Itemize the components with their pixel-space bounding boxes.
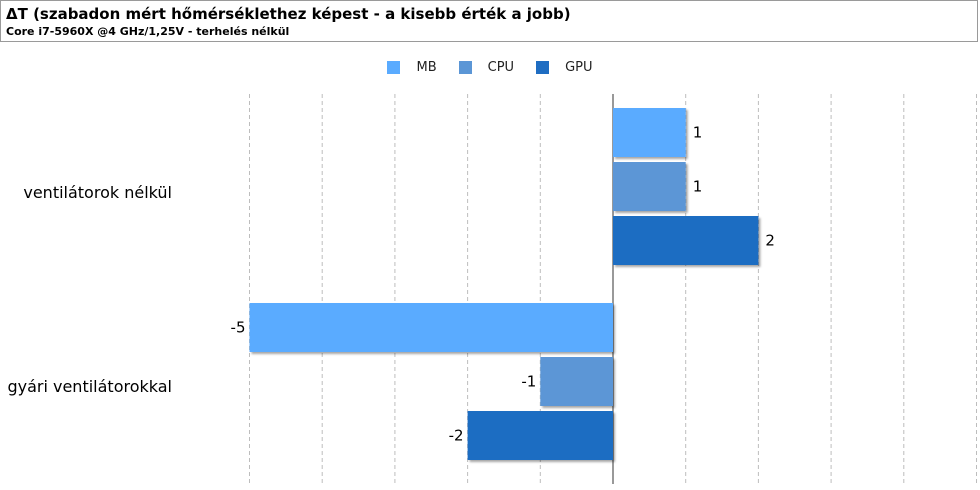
legend-swatch-gpu [536, 60, 550, 74]
labels: ventilátorok nélkül 1 1 2 gyári ventilátorok… [7, 124, 774, 445]
legend: MB CPU GPU [0, 58, 980, 76]
bars [249, 108, 759, 460]
legend-item-gpu: GPU [536, 59, 593, 75]
legend-swatch-mb [387, 60, 401, 74]
category-label: gyári ventilátorokkal [7, 377, 172, 396]
legend-label-gpu: GPU [565, 59, 593, 75]
legend-label-cpu: CPU [487, 59, 515, 75]
category-label: ventilátorok nélkül [23, 183, 172, 202]
legend-item-mb: MB [387, 59, 437, 75]
bar-gpu [613, 216, 759, 265]
data-label: -1 [521, 373, 536, 391]
bar-mb [249, 303, 613, 352]
legend-swatch-cpu [458, 60, 472, 74]
data-label: -2 [449, 427, 464, 445]
data-label: 2 [765, 232, 775, 250]
bar-cpu [613, 162, 686, 211]
data-label: 1 [693, 178, 703, 196]
bar-mb [613, 108, 686, 157]
legend-label-mb: MB [416, 59, 437, 75]
data-label: -5 [231, 319, 246, 337]
chart-subtitle: Core i7-5960X @4 GHz/1,25V - terhelés né… [6, 25, 290, 38]
chart-title: ΔT (szabadon mért hőmérséklethez képest … [6, 5, 571, 23]
chart-title-box: ΔT (szabadon mért hőmérséklethez képest … [0, 0, 978, 42]
legend-item-cpu: CPU [458, 59, 515, 75]
data-label: 1 [693, 124, 703, 142]
bar-cpu [540, 357, 613, 406]
bar-gpu [467, 411, 613, 460]
